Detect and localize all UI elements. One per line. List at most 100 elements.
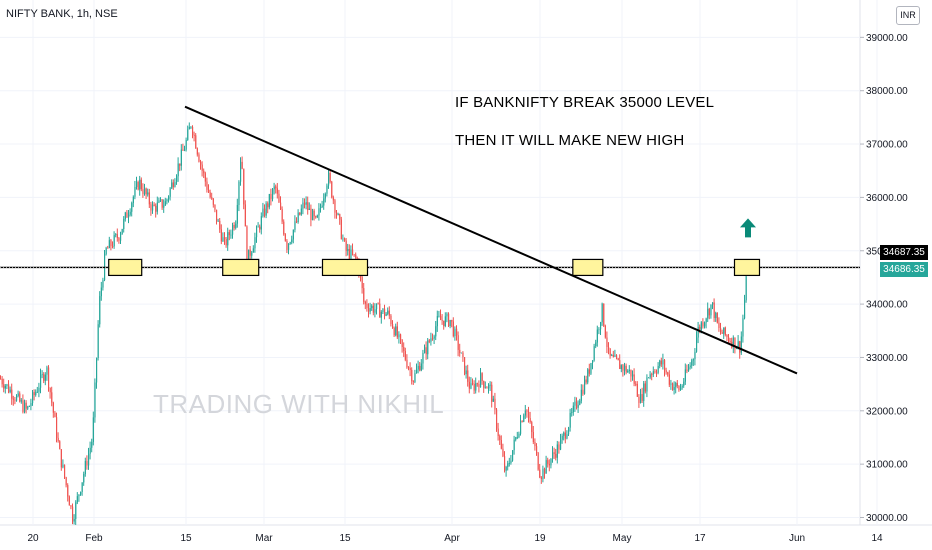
- candle-body: [320, 206, 322, 209]
- candle-body: [488, 384, 490, 389]
- candle-body: [606, 337, 608, 347]
- candle-body: [467, 370, 469, 382]
- y-tick-label: 31000.00: [866, 460, 908, 471]
- candle-body: [270, 193, 272, 200]
- level-zone-box[interactable]: [222, 258, 260, 277]
- candle-body: [30, 403, 32, 407]
- candle-body: [244, 204, 246, 227]
- level-zone-box[interactable]: [321, 258, 369, 277]
- candle-body: [236, 204, 238, 224]
- candle-body: [161, 199, 163, 208]
- candle-body: [729, 341, 731, 342]
- candle-body: [574, 401, 576, 406]
- candle-body: [260, 216, 262, 230]
- candle-body: [123, 219, 125, 229]
- candle-body: [264, 208, 266, 216]
- price-axis[interactable]: 39000.0038000.0037000.0036000.0035000.00…: [860, 33, 908, 524]
- candle-body: [587, 369, 589, 383]
- candle-body: [593, 346, 595, 361]
- level-zone-box[interactable]: [572, 258, 604, 277]
- candle-body: [572, 405, 574, 413]
- y-tick-label: 36000.00: [866, 193, 908, 204]
- candle-body: [416, 369, 418, 374]
- candle-body: [718, 322, 720, 329]
- candle-body: [163, 205, 165, 208]
- symbol-title[interactable]: NIFTY BANK, 1h, NSE: [6, 8, 118, 20]
- candle-body: [713, 302, 715, 319]
- candle-body: [526, 410, 528, 412]
- candle-body: [459, 349, 461, 354]
- candle-body: [192, 126, 194, 136]
- candle-body: [238, 181, 240, 205]
- candle-body: [582, 389, 584, 394]
- candle-body: [152, 204, 154, 211]
- candle-body: [641, 394, 643, 401]
- candle-body: [233, 225, 235, 229]
- candle-body: [603, 303, 605, 326]
- currency-badge[interactable]: INR: [896, 6, 920, 25]
- candle-body: [214, 204, 216, 210]
- candle-body: [208, 189, 210, 193]
- candle-body: [478, 384, 480, 388]
- candle-body: [227, 232, 229, 246]
- candle-body: [59, 441, 61, 450]
- candle-body: [670, 383, 672, 385]
- candle-body: [195, 135, 197, 149]
- candle-body: [19, 393, 21, 402]
- candle-body: [201, 164, 203, 171]
- candle-body: [331, 181, 333, 198]
- candle-body: [4, 385, 6, 389]
- candle-body: [257, 226, 259, 228]
- candle-body: [440, 315, 442, 320]
- candle-body: [612, 355, 614, 357]
- candle-body: [267, 203, 269, 208]
- candle-body: [675, 383, 677, 388]
- candle-body: [329, 172, 331, 182]
- time-axis[interactable]: 20 Feb 15 Mar 15 Apr 19 May 17 Jun 14: [27, 533, 883, 544]
- candle-body: [435, 326, 437, 337]
- y-tick-label: 30000.00: [866, 513, 908, 524]
- candle-body: [446, 313, 448, 317]
- candle-body: [126, 212, 128, 218]
- y-tick-label: 39000.00: [866, 33, 908, 44]
- candle-body: [203, 170, 205, 174]
- candle-body: [190, 126, 192, 128]
- candle-body: [198, 154, 200, 162]
- candle-body: [168, 196, 170, 200]
- candle-body: [660, 360, 662, 365]
- candle-body: [430, 338, 432, 342]
- candle-body: [56, 417, 58, 438]
- candle-body: [265, 203, 267, 216]
- trendline[interactable]: [184, 105, 798, 375]
- y-tick-label: 32000.00: [866, 406, 908, 417]
- candle-body: [627, 371, 629, 373]
- level-zone-box[interactable]: [733, 258, 761, 277]
- level-zone-box[interactable]: [108, 258, 143, 277]
- candle-body: [75, 502, 77, 519]
- candle-body: [681, 385, 683, 388]
- candle-body: [472, 383, 474, 385]
- x-tick-label: Mar: [255, 533, 273, 544]
- candle-body: [88, 453, 90, 466]
- candle-body: [262, 208, 264, 217]
- candle-body: [6, 384, 8, 386]
- candle-body: [520, 421, 522, 434]
- candle-body: [382, 308, 384, 312]
- candle-body: [254, 237, 256, 249]
- candle-body: [427, 340, 429, 355]
- candle-body: [500, 440, 502, 449]
- candle-body: [297, 212, 299, 223]
- candle-body: [524, 410, 526, 416]
- candle-body: [361, 276, 363, 289]
- candle-body: [392, 324, 394, 328]
- candle-body: [620, 365, 622, 370]
- candle-body: [537, 452, 539, 470]
- candle-body: [398, 334, 400, 338]
- annotation-line-1: IF BANKNIFTY BREAK 35000 LEVEL: [455, 94, 715, 111]
- x-tick-label: 19: [534, 533, 546, 544]
- candle-body: [8, 384, 10, 393]
- candle-body: [432, 338, 434, 340]
- candle-body: [187, 129, 189, 140]
- x-tick-label: 15: [180, 533, 192, 544]
